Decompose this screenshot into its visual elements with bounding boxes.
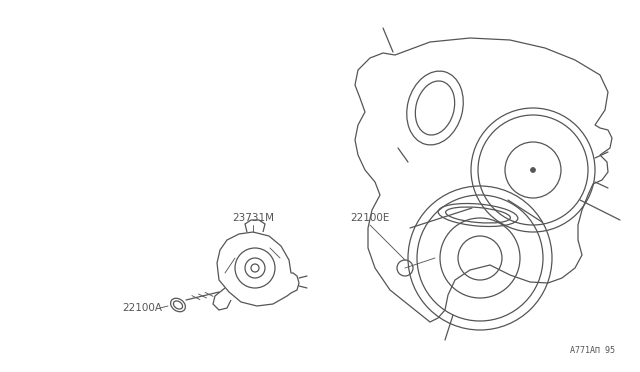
Text: 22100E: 22100E	[350, 213, 390, 223]
Text: 22100A: 22100A	[122, 303, 162, 313]
Text: 23731M: 23731M	[232, 213, 274, 223]
Circle shape	[531, 167, 536, 173]
Text: A771AΠ 95: A771AΠ 95	[570, 346, 615, 355]
